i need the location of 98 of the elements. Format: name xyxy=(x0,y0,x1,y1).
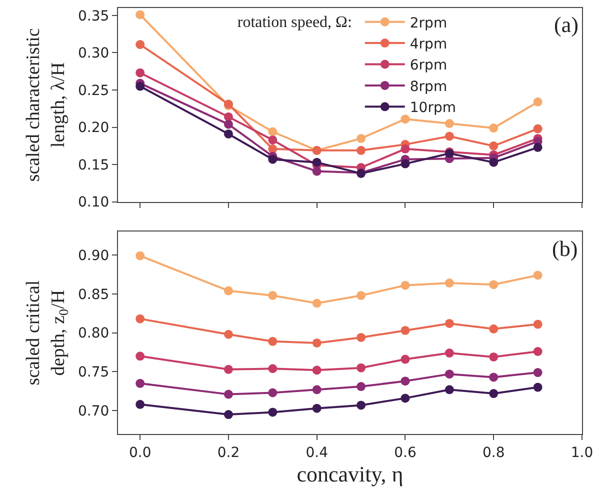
point xyxy=(444,132,454,141)
annotation: (b) xyxy=(552,236,578,261)
point xyxy=(136,378,145,388)
point xyxy=(489,352,498,362)
point xyxy=(400,114,410,124)
point xyxy=(312,366,322,375)
legend-label: 8rpm xyxy=(410,78,448,95)
point xyxy=(268,364,278,374)
point xyxy=(400,394,410,403)
annotation: (a) xyxy=(554,12,578,37)
point xyxy=(312,385,322,394)
point xyxy=(533,124,542,134)
point xyxy=(224,286,233,296)
point xyxy=(444,348,454,358)
point xyxy=(489,141,498,150)
x-tick-label: 0.0 xyxy=(128,444,152,461)
point xyxy=(533,270,542,280)
point xyxy=(533,347,542,356)
point xyxy=(224,390,233,399)
point xyxy=(224,330,233,339)
y-tick-label: 0.15 xyxy=(78,157,110,174)
y-tick-label: 0.20 xyxy=(78,120,110,136)
point xyxy=(312,158,322,167)
point xyxy=(136,10,145,20)
point xyxy=(533,382,542,392)
point xyxy=(356,382,366,392)
point xyxy=(224,364,233,374)
point xyxy=(489,372,498,382)
point xyxy=(533,97,542,106)
y-tick-label: 0.70 xyxy=(78,404,110,420)
y-tick-label: 0.35 xyxy=(78,8,110,24)
point xyxy=(136,352,145,361)
point xyxy=(489,324,498,334)
y-tick-label: 0.10 xyxy=(78,194,110,211)
point xyxy=(444,385,454,394)
point xyxy=(268,290,278,300)
point xyxy=(444,318,454,328)
point xyxy=(444,370,454,379)
point xyxy=(400,376,410,386)
point xyxy=(268,127,278,136)
point xyxy=(400,144,410,154)
point xyxy=(489,158,498,167)
point xyxy=(489,280,498,290)
point xyxy=(224,112,233,122)
point xyxy=(356,363,366,372)
y-tick-label: 0.80 xyxy=(78,326,110,342)
point xyxy=(489,124,498,133)
legend-label: 10rpm xyxy=(410,100,456,116)
point xyxy=(356,146,366,155)
point xyxy=(268,154,278,164)
point xyxy=(224,129,233,138)
point xyxy=(312,338,322,348)
y-tick-label: 0.85 xyxy=(78,286,110,303)
x-tick-label: 0.8 xyxy=(482,444,505,461)
point xyxy=(400,326,410,335)
point xyxy=(312,166,322,176)
point xyxy=(268,336,278,346)
y-tick-label: 0.25 xyxy=(78,82,110,99)
point xyxy=(268,408,278,417)
point xyxy=(136,400,145,409)
point xyxy=(444,119,454,128)
point xyxy=(136,314,145,324)
point xyxy=(533,320,542,329)
point xyxy=(356,400,366,410)
legend-label: 2rpm xyxy=(410,15,448,32)
point xyxy=(489,389,498,398)
point xyxy=(400,354,410,364)
point xyxy=(224,410,233,420)
x-tick-label: 1.0 xyxy=(570,444,594,461)
x-tick-label: 0.2 xyxy=(217,444,240,461)
legend-label: 4rpm xyxy=(410,36,448,53)
legend-title: rotation speed, Ω: xyxy=(237,14,352,32)
y-tick-label: 0.30 xyxy=(78,46,110,62)
point xyxy=(268,388,278,398)
point xyxy=(136,40,145,50)
point xyxy=(356,290,366,300)
point xyxy=(312,404,322,413)
point xyxy=(356,134,366,143)
point xyxy=(136,82,145,91)
point xyxy=(400,159,410,168)
y-tick-label: 0.75 xyxy=(78,364,110,381)
point xyxy=(136,68,145,78)
point xyxy=(136,251,145,260)
point xyxy=(444,278,454,288)
y-tick-label: 0.90 xyxy=(78,248,110,264)
x-tick-label: 0.6 xyxy=(394,444,416,461)
x-axis-title: concavity, η xyxy=(296,462,404,487)
point xyxy=(312,298,322,308)
point xyxy=(533,142,542,152)
point xyxy=(268,144,278,154)
y-axis-title: scaled characteristic length, λ/H xyxy=(23,28,69,182)
point xyxy=(224,120,233,129)
point xyxy=(268,135,278,144)
x-tick-label: 0.4 xyxy=(306,444,328,461)
legend-label: 6rpm xyxy=(410,58,448,74)
point xyxy=(356,332,366,342)
point xyxy=(533,368,542,378)
point xyxy=(400,280,410,290)
